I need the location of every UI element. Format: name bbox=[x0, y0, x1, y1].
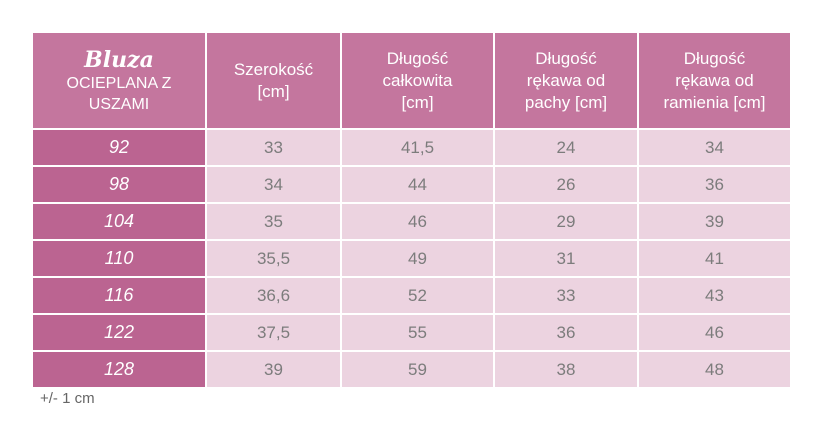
table-cell: 46 bbox=[637, 313, 792, 352]
footnote: +/- 1 cm bbox=[40, 390, 95, 407]
table-cell: 36 bbox=[493, 313, 639, 352]
size-label: 110 bbox=[31, 239, 207, 278]
header-cell: Długość rękawa od pachy [cm] bbox=[493, 31, 639, 130]
table-cell: 36 bbox=[637, 165, 792, 204]
table-row: 116 36,6 52 33 43 bbox=[31, 276, 792, 315]
header-line: Długość bbox=[535, 48, 597, 68]
subtitle: USZAMI bbox=[88, 95, 150, 113]
table-row: 110 35,5 49 31 41 bbox=[31, 239, 792, 278]
header-cell: Długość rękawa od ramienia [cm] bbox=[637, 31, 792, 130]
size-label: 104 bbox=[31, 202, 207, 241]
table-cell: 49 bbox=[340, 239, 495, 278]
table-cell: 39 bbox=[205, 350, 342, 389]
table-cell: 37,5 bbox=[205, 313, 342, 352]
header-cell: Długość całkowita [cm] bbox=[340, 31, 495, 130]
header-line: Szerokość bbox=[233, 59, 314, 79]
table-cell: 48 bbox=[637, 350, 792, 389]
header-line: Długość bbox=[683, 48, 746, 68]
table-cell: 55 bbox=[340, 313, 495, 352]
table-cell: 34 bbox=[637, 128, 792, 167]
header-line: pachy [cm] bbox=[524, 92, 608, 112]
table-cell: 35,5 bbox=[205, 239, 342, 278]
header-row: Bluza OCIEPLANA Z USZAMI Szerokość [cm] Dł… bbox=[31, 31, 792, 130]
header-cell: Bluza OCIEPLANA Z USZAMI bbox=[31, 31, 207, 130]
table-cell: 33 bbox=[493, 276, 639, 315]
table-cell: 31 bbox=[493, 239, 639, 278]
size-label: 92 bbox=[31, 128, 207, 167]
size-label: 98 bbox=[31, 165, 207, 204]
header-line: ramienia [cm] bbox=[663, 92, 766, 112]
table-cell: 52 bbox=[340, 276, 495, 315]
table-cell: 26 bbox=[493, 165, 639, 204]
table-cell: 29 bbox=[493, 202, 639, 241]
brand: Bluza bbox=[84, 46, 154, 73]
table-cell: 46 bbox=[340, 202, 495, 241]
table-row: 98 34 44 26 36 bbox=[31, 165, 792, 204]
header-cell: Szerokość [cm] bbox=[205, 31, 342, 130]
size-table: Bluza OCIEPLANA Z USZAMI Szerokość [cm] Dł… bbox=[31, 31, 792, 389]
table-row: 122 37,5 55 36 46 bbox=[31, 313, 792, 352]
header-line: rękawa od bbox=[526, 70, 606, 90]
header-line: rękawa od bbox=[675, 70, 754, 90]
size-label: 122 bbox=[31, 313, 207, 352]
table-cell: 41 bbox=[637, 239, 792, 278]
table-cell: 44 bbox=[340, 165, 495, 204]
size-label: 128 bbox=[31, 350, 207, 389]
table-cell: 35 bbox=[205, 202, 342, 241]
table-cell: 39 bbox=[637, 202, 792, 241]
table-cell: 43 bbox=[637, 276, 792, 315]
table-cell: 33 bbox=[205, 128, 342, 167]
header-line: [cm] bbox=[257, 81, 290, 101]
table-body: 92 33 41,5 24 34 98 34 44 26 36 104 35 46 29 39 110 35,5… bbox=[31, 128, 792, 389]
header-line: [cm] bbox=[401, 92, 434, 112]
header-line: całkowita bbox=[382, 70, 453, 90]
table-cell: 34 bbox=[205, 165, 342, 204]
table-cell: 41,5 bbox=[340, 128, 495, 167]
header-line: Długość bbox=[386, 48, 449, 68]
table-row: 104 35 46 29 39 bbox=[31, 202, 792, 241]
table-cell: 59 bbox=[340, 350, 495, 389]
table-cell: 24 bbox=[493, 128, 639, 167]
table-row: 128 39 59 38 48 bbox=[31, 350, 792, 389]
size-label: 116 bbox=[31, 276, 207, 315]
table-cell: 38 bbox=[493, 350, 639, 389]
table-row: 92 33 41,5 24 34 bbox=[31, 128, 792, 167]
table-cell: 36,6 bbox=[205, 276, 342, 315]
subtitle: OCIEPLANA Z bbox=[66, 74, 172, 92]
